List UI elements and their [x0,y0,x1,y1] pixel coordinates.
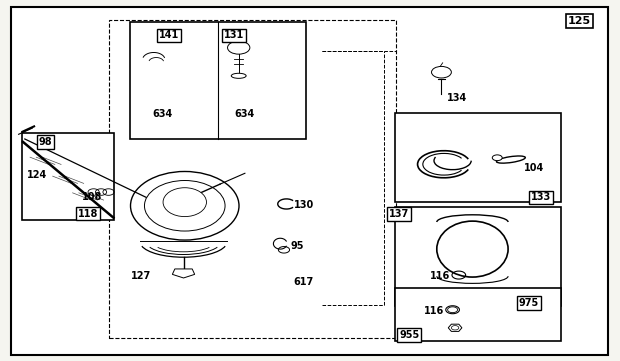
Text: 104: 104 [525,163,544,173]
Polygon shape [172,269,195,278]
Polygon shape [448,324,462,331]
Ellipse shape [442,225,503,274]
Ellipse shape [451,232,494,266]
Ellipse shape [447,229,498,270]
Circle shape [451,326,459,330]
Bar [395,113,561,202]
Bar [395,207,561,306]
Text: 141: 141 [159,30,179,40]
Text: 133: 133 [531,192,551,203]
Bar [22,133,114,220]
Text: 617: 617 [294,277,314,287]
Text: 125: 125 [567,16,591,26]
Text: 634: 634 [235,109,255,119]
Bar [130,22,306,139]
Text: 116: 116 [430,271,450,281]
Text: 634: 634 [153,109,172,119]
Ellipse shape [163,188,206,217]
Ellipse shape [497,156,525,163]
Text: 118: 118 [78,209,98,219]
Ellipse shape [231,73,246,78]
Text: 127: 127 [131,271,151,281]
Text: 108: 108 [82,192,102,202]
Text: eReplacementParts.com: eReplacementParts.com [238,174,382,187]
Circle shape [432,66,451,78]
Text: 137: 137 [389,209,409,219]
Circle shape [228,41,250,54]
Text: 975: 975 [519,298,539,308]
Text: 131: 131 [224,30,244,40]
Ellipse shape [130,171,239,240]
Circle shape [492,155,502,161]
Text: 98: 98 [38,137,52,147]
Text: 124: 124 [27,170,47,180]
Ellipse shape [436,221,508,277]
Bar [395,288,561,341]
Text: 134: 134 [448,93,467,103]
Text: 116: 116 [424,306,444,316]
Text: 130: 130 [294,200,314,210]
Ellipse shape [144,180,225,231]
Text: 95: 95 [291,241,304,251]
Text: 955: 955 [399,330,419,340]
Bar [108,20,396,338]
